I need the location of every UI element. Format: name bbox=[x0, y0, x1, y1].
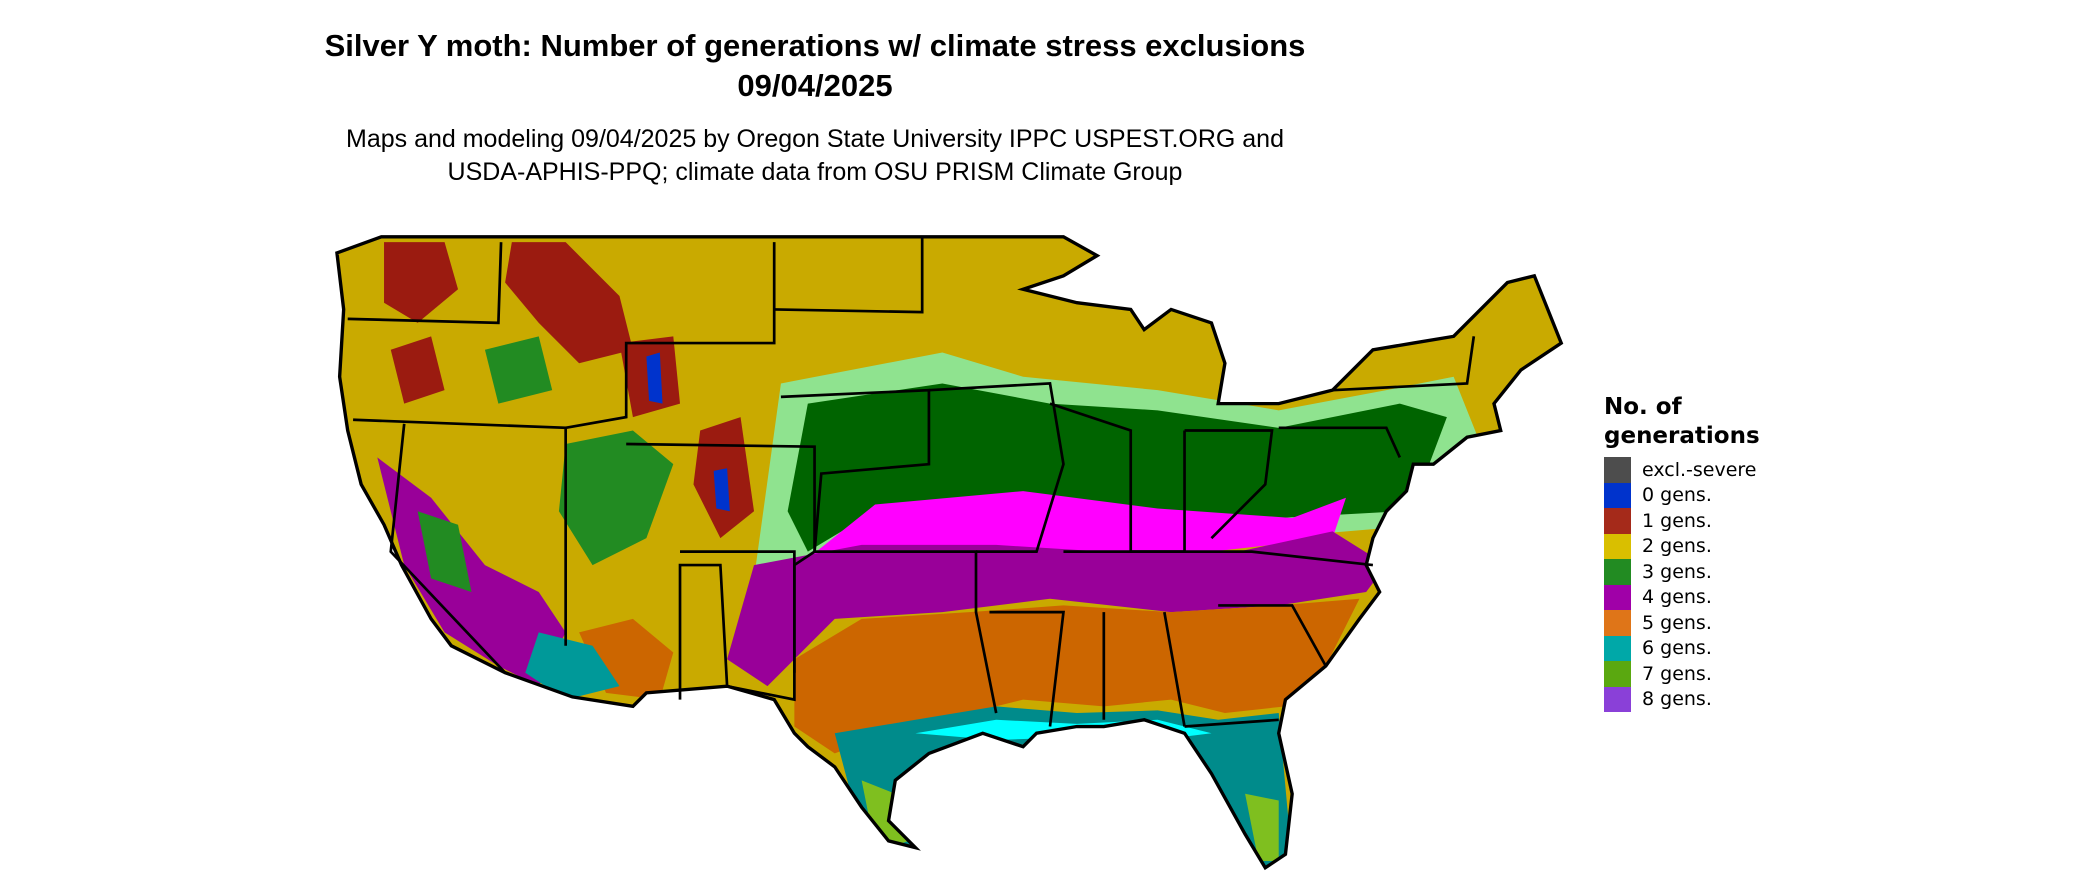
legend-item: 5 gens. bbox=[1604, 610, 1757, 636]
legend-swatch bbox=[1604, 559, 1631, 585]
legend-item: 1 gens. bbox=[1604, 508, 1757, 534]
legend-label: excl.-severe bbox=[1642, 458, 1757, 481]
legend-swatch bbox=[1604, 457, 1631, 483]
legend-item: 3 gens. bbox=[1604, 559, 1757, 585]
legend-label: 6 gens. bbox=[1642, 637, 1712, 660]
legend-label: 0 gens. bbox=[1642, 484, 1712, 507]
legend-items: excl.-severe 0 gens. 1 gens. 2 gens. 3 gens.… bbox=[1604, 457, 1757, 712]
legend-label: 7 gens. bbox=[1642, 662, 1712, 685]
legend-swatch bbox=[1604, 482, 1631, 508]
legend-swatch bbox=[1604, 635, 1631, 661]
state-borders bbox=[347, 236, 1476, 728]
legend-swatch bbox=[1604, 686, 1631, 712]
legend-label: 3 gens. bbox=[1642, 560, 1712, 583]
legend: No. of generations excl.-severe 0 gens. 1 … bbox=[1604, 393, 1760, 712]
legend-swatch bbox=[1604, 533, 1631, 559]
credit-line-1: Maps and modeling 09/04/2025 by Oregon S… bbox=[346, 125, 1284, 153]
legend-label: 4 gens. bbox=[1642, 586, 1712, 609]
legend-label: 5 gens. bbox=[1642, 611, 1712, 634]
legend-title: No. of generations bbox=[1604, 393, 1760, 451]
map-title: Silver Y moth: Number of generations w/ … bbox=[324, 28, 1306, 63]
legend-item: 7 gens. bbox=[1604, 661, 1757, 687]
legend-swatch bbox=[1604, 661, 1631, 687]
legend-item: 8 gens. bbox=[1604, 686, 1757, 712]
legend-swatch bbox=[1604, 610, 1631, 636]
legend-item: 6 gens. bbox=[1604, 635, 1757, 661]
credit-line-2: USDA-APHIS-PPQ; climate data from OSU PR… bbox=[447, 158, 1183, 186]
legend-label: 2 gens. bbox=[1642, 535, 1712, 558]
legend-label: 1 gens. bbox=[1642, 509, 1712, 532]
legend-title-text: No. of generations bbox=[1604, 394, 1760, 449]
map-date: 09/04/2025 bbox=[737, 68, 893, 103]
legend-item: 2 gens. bbox=[1604, 533, 1757, 559]
legend-swatch bbox=[1604, 584, 1631, 610]
legend-item: 0 gens. bbox=[1604, 482, 1757, 508]
legend-label: 8 gens. bbox=[1642, 688, 1712, 711]
legend-swatch bbox=[1604, 508, 1631, 534]
legend-item: 4 gens. bbox=[1604, 584, 1757, 610]
legend-item: excl.-severe bbox=[1604, 457, 1757, 483]
